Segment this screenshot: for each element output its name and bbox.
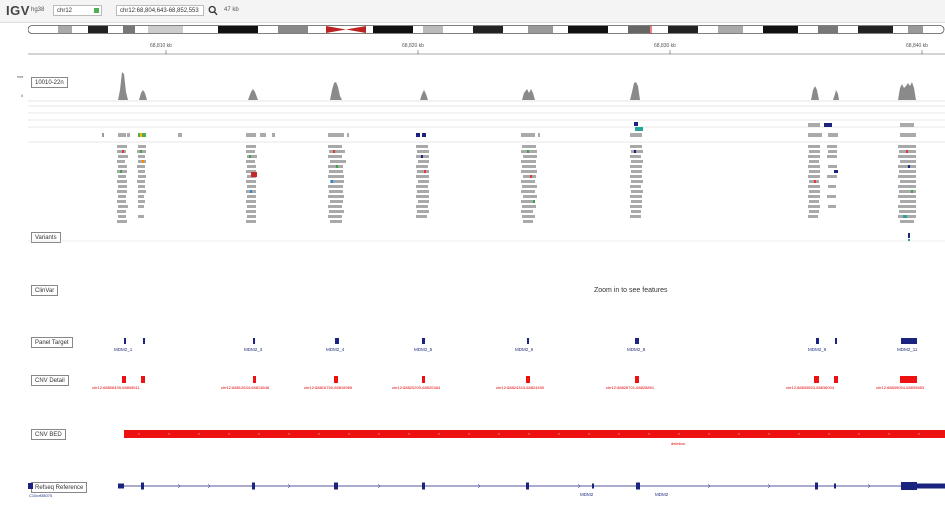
ruler-tick-label: 68,840 kb <box>906 43 928 49</box>
panel-target-track[interactable]: MDM2_1 MDM2_3 MDM2_4 MDM2_5 MDM2_6 MDM2_… <box>28 336 945 356</box>
panel-target-label: MDM2_6 <box>515 347 534 352</box>
refseq-gene-label: MDM2 <box>580 492 594 497</box>
cnv-bed-label: deletion <box>671 441 685 446</box>
track-separators <box>28 105 945 128</box>
clinvar-track-label[interactable]: ClinVar <box>31 285 59 296</box>
coverage-scale-min: 0 <box>21 93 24 98</box>
cnv-detail-track-label[interactable]: CNV Detail <box>31 375 69 386</box>
panel-target-track-label[interactable]: Panel Target <box>31 337 73 348</box>
cnv-detail-label: chr12:68816750-68816965 <box>304 385 353 390</box>
refseq-left-gene-label: C10orf38075 <box>29 493 53 498</box>
chromosome-value: chr12 <box>57 8 73 14</box>
panel-target-label: MDM2_9 <box>808 347 827 352</box>
coverage-track[interactable] <box>28 66 945 102</box>
chromosome-dropdown-icon[interactable] <box>94 8 99 13</box>
ruler-tick-label: 68,820 kb <box>402 43 424 49</box>
refseq-gene-label: MDM2 <box>655 492 669 497</box>
cnv-detail-label: chr12:68830653-68836004 <box>786 385 835 390</box>
cnv-detail-track[interactable]: chr12:68806439-68808511 chr12:68812634-6… <box>28 374 945 394</box>
refseq-track[interactable]: MDM2 MDM2 <box>28 479 945 501</box>
genome-label[interactable]: hg38 <box>31 7 45 13</box>
ruler-tick-label: 68,810 kb <box>150 43 172 49</box>
window-width-label: 47 kb <box>224 7 239 13</box>
cnv-detail-label: chr12:68820200-68820384 <box>392 385 441 390</box>
coverage-scale-max: nse <box>17 74 24 79</box>
ruler-axis <box>28 50 945 55</box>
ruler-tick-label: 68,830 kb <box>654 43 676 49</box>
coverage-track-label[interactable]: 10010-22n <box>31 77 68 88</box>
locus-value: chr12:68,804,643-68,852,553 <box>120 8 199 14</box>
variants-track[interactable] <box>28 230 945 244</box>
cnv-detail-label: chr12:68806439-68808511 <box>92 385 141 390</box>
chromosome-ideogram[interactable] <box>28 25 945 34</box>
cnv-detail-label: chr12:68824343-68824450 <box>496 385 545 390</box>
cnv-bed-track-label[interactable]: CNV BED <box>31 429 66 440</box>
search-icon[interactable] <box>208 5 218 16</box>
igv-logo: IGV <box>6 3 30 18</box>
variants-track-label[interactable]: Variants <box>31 232 61 243</box>
panel-target-label: MDM2_8 <box>627 347 646 352</box>
panel-target-label: MDM2_3 <box>244 347 263 352</box>
ruler: 68,810 kb 68,820 kb 68,830 kb 68,840 kb <box>28 43 945 53</box>
panel-target-label: MDM2_11 <box>897 347 918 352</box>
igv-toolbar: IGV hg38 chr12 chr12:68,804,643-68,852,5… <box>0 0 945 23</box>
panel-target-label: MDM2_4 <box>326 347 345 352</box>
refseq-left-gene[interactable] <box>28 483 33 489</box>
cnv-detail-label: chr12:68828701-68828891 <box>606 385 655 390</box>
cnv-bed-track[interactable]: deletion <box>28 428 945 450</box>
cnv-detail-label: chr12:68839054-68839883 <box>876 385 925 390</box>
panel-target-label: MDM2_5 <box>414 347 433 352</box>
cnv-bed-deletion-bar[interactable] <box>124 430 945 438</box>
cnv-detail-label: chr12:68812634-68813648 <box>221 385 270 390</box>
chromosome-select[interactable]: chr12 <box>53 5 102 16</box>
clinvar-zoom-message: Zoom in to see features <box>594 287 668 294</box>
locus-input[interactable]: chr12:68,804,643-68,852,553 <box>116 5 204 16</box>
panel-target-label: MDM2_1 <box>114 347 133 352</box>
alignment-track[interactable] <box>28 120 945 230</box>
